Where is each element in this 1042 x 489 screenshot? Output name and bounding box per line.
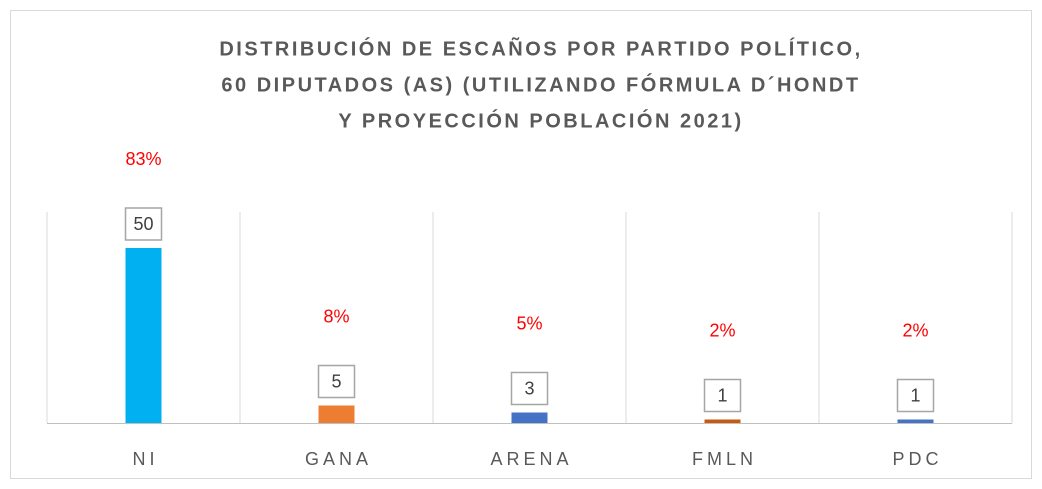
value-label: 50 — [133, 214, 153, 234]
annotation: 8% — [323, 306, 349, 326]
bar — [318, 405, 355, 423]
value-label: 1 — [910, 385, 920, 405]
bar — [125, 248, 162, 423]
value-label: 3 — [524, 378, 534, 398]
chart-title: 60 DIPUTADOS (AS) (UTILIZANDO FÓRMULA D´… — [221, 72, 860, 96]
x-tick-label: ARENA — [490, 449, 572, 469]
value-label-box — [124, 207, 163, 241]
annotation: 83% — [125, 149, 161, 169]
bar — [704, 419, 741, 423]
annotation: 2% — [902, 320, 928, 340]
x-tick-label: GANA — [305, 449, 372, 469]
annotation: 5% — [516, 313, 542, 333]
value-label-box — [510, 371, 549, 406]
x-tick-label: NI — [133, 449, 159, 469]
value-label-box — [896, 378, 935, 413]
x-tick-label: FMLN — [692, 449, 757, 469]
chart-title: DISTRIBUCIÓN DE ESCAÑOS POR PARTIDO POLÍ… — [219, 36, 862, 60]
chart-title: Y PROYECCIÓN POBLACIÓN 2021) — [338, 108, 743, 132]
value-label: 1 — [717, 385, 727, 405]
bar — [511, 412, 548, 423]
bar — [897, 419, 934, 423]
value-label: 5 — [331, 371, 341, 391]
value-label-box — [703, 378, 742, 413]
value-label-box — [317, 364, 356, 399]
x-tick-label: PDC — [892, 449, 942, 469]
annotation: 2% — [709, 320, 735, 340]
